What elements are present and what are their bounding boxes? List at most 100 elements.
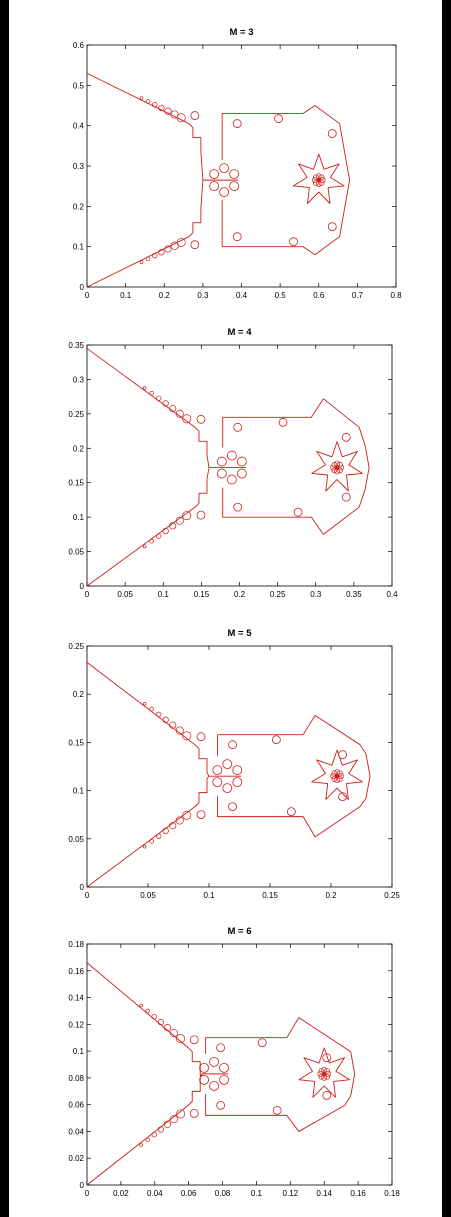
arm-curl [169,522,177,530]
edge-curl [338,792,347,802]
curve-body [221,105,351,256]
y-tick-label: 0.02 [68,1154,84,1163]
x-tick-label: 0.3 [197,291,209,300]
arm-curl [175,516,184,525]
arm-curl [169,1115,179,1124]
left-flower-lobe [222,783,233,794]
arm-curl [162,527,169,535]
y-tick-label: 0.08 [68,1074,84,1083]
left-flower-lobe [232,777,243,788]
left-flower-lobe [219,1074,229,1085]
arm-curl [182,731,192,741]
left-flower-lobe [219,163,230,174]
left-flower-lobe [209,169,220,180]
y-tick-label: 0.1 [73,513,85,522]
y-tick-label: 0.05 [68,835,84,844]
edge-curl [293,507,303,517]
edge-curl [196,732,206,742]
y-tick-label: 0.3 [73,162,85,171]
x-tick-label: 0.1 [158,590,170,599]
arm-curl [175,726,184,735]
arm-curl [158,104,165,112]
arm-curl [164,107,172,115]
arm-curl [176,1034,186,1044]
x-tick-label: 0.3 [310,590,322,599]
y-tick-label: 0.25 [68,410,84,419]
center-flower-core [335,774,340,779]
center-flower-petal [324,1068,330,1074]
x-tick-label: 0.14 [316,1189,332,1198]
y-tick-label: 0 [80,283,85,292]
edge-curl [271,735,281,745]
arm-curl [145,1008,150,1014]
y-tick-label: 0.16 [68,967,84,976]
edge-curl [196,810,206,820]
edge-curl [190,240,200,250]
edge-curl [232,232,242,242]
edge-curl [216,1100,226,1110]
left-flower-lobe [209,1080,219,1091]
arm-curl [151,1013,157,1020]
arm-curl [176,1109,186,1119]
left-flower-lobe [216,456,227,467]
axes-box [86,645,393,888]
left-flower-lobe [232,765,243,776]
edge-curl [341,492,351,502]
curve-body [217,714,371,838]
x-tick-label: 0.04 [147,1189,163,1198]
edge-curl [274,114,283,123]
arm-curl [149,539,154,544]
edge-curl [341,432,351,442]
y-tick-label: 0.14 [68,994,84,1003]
x-tick-label: 0.05 [140,891,156,900]
x-tick-label: 0 [85,291,90,300]
arm-curl [149,390,154,396]
center-flower-petal [324,1073,330,1080]
axes-box [86,44,397,288]
arm-curl [169,1029,179,1038]
left-flower-lobe [212,765,223,776]
x-tick-label: 0 [85,590,90,599]
arm-curl [139,1003,143,1008]
left-flower-lobe [199,1062,209,1073]
edge-curl [327,222,337,232]
x-tick-label: 0.05 [117,590,133,599]
panel-1: M = 3 0 0.1 0.2 0.3 0.4 0.5 0.6 0.7 0.8 0 0.1 0.2 0.3… [73,27,402,300]
center-flower-petal [313,180,319,186]
edge-curl [289,237,298,247]
left-flower-lobe [219,1062,229,1073]
left-flower-lobe [229,169,240,180]
left-flower-lobe [236,456,247,467]
y-tick-label: 0.6 [73,41,85,50]
y-tick-label: 0 [80,582,85,591]
curve-lower-arm [86,180,204,288]
arm-curl [162,827,169,835]
center-flower-petal [337,461,343,468]
edge-curl [327,129,337,138]
y-tick-label: 0.1 [73,1047,85,1056]
panel-4: M = 6 0 0.02 0.04 0.06 0.08 0.1 0.12 0.14 0.16 0.1… [68,926,400,1198]
left-flower-lobe [226,450,237,461]
arm-curl [145,1137,150,1143]
arm-curl [164,245,172,253]
y-tick-label: 0.1 [73,243,85,252]
left-flower-lobe [209,1056,219,1067]
arm-curl [155,833,162,839]
arm-curl [142,844,147,849]
x-tick-label: 0.4 [236,291,248,300]
curve-inner-star [311,441,363,492]
edge-curl [216,1043,226,1053]
arm-curl [162,716,169,723]
arm-curl [142,386,147,390]
curve-inner-star [311,749,363,801]
arm-curl [169,404,177,413]
curve-upper-arm [86,72,204,181]
curve-lower-arm [86,775,210,888]
center-flower-petal [331,770,338,777]
arm-curl [182,511,192,521]
y-tick-label: 0.2 [73,690,85,699]
center-flower-core [316,178,321,183]
edge-curl [286,807,296,817]
y-tick-label: 0.05 [68,548,84,557]
edge-curl [189,1035,199,1045]
